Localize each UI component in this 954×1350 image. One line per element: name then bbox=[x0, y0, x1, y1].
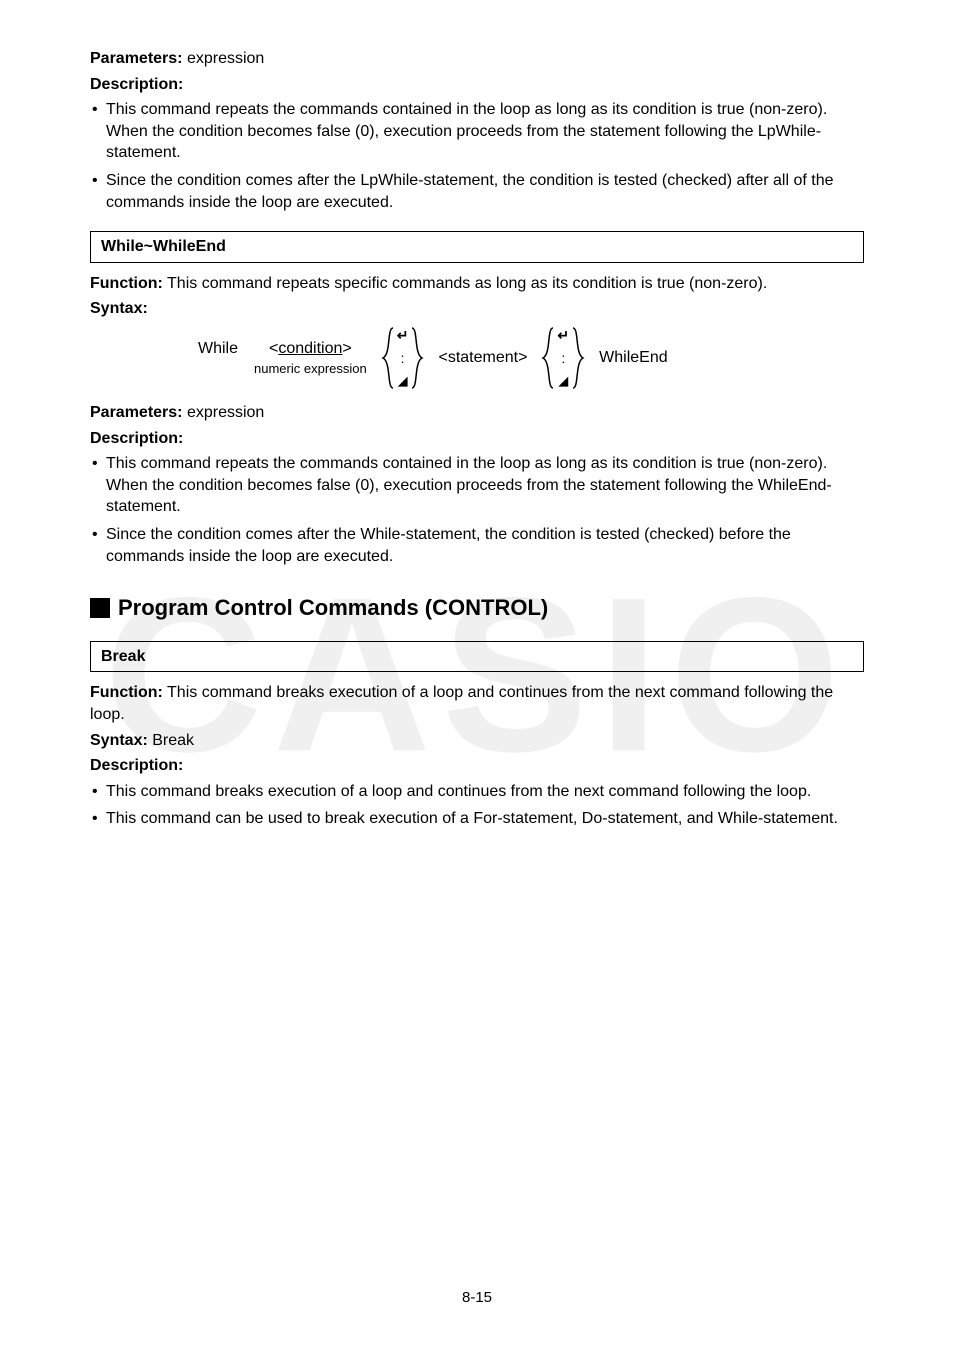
params-value: expression bbox=[183, 50, 265, 67]
left-brace-icon bbox=[381, 326, 395, 390]
page-content: Parameters: expression Description: • Th… bbox=[90, 48, 864, 830]
brace-options: ↵ : ◢ bbox=[395, 328, 411, 388]
bullet-item: • Since the condition comes after the Wh… bbox=[90, 524, 864, 567]
bullet-text: This command can be used to break execut… bbox=[106, 808, 864, 830]
bullet-item: • This command repeats the commands cont… bbox=[90, 453, 864, 518]
params-line: Parameters: expression bbox=[90, 48, 864, 70]
bullet-text: This command repeats the commands contai… bbox=[106, 453, 864, 518]
colon-icon: : bbox=[401, 351, 405, 366]
params-value: expression bbox=[183, 404, 265, 421]
section-heading: Program Control Commands (CONTROL) bbox=[90, 593, 864, 623]
right-brace-icon bbox=[571, 326, 585, 390]
description-label: Description: bbox=[90, 755, 864, 777]
bullet-dot: • bbox=[92, 170, 106, 213]
syntax-statement: <statement> bbox=[438, 347, 527, 369]
syntax-condition: <condition> numeric expression bbox=[254, 338, 367, 377]
command-box-title: Break bbox=[90, 641, 864, 673]
syntax-label: Syntax: bbox=[90, 298, 864, 320]
enter-icon: ↵ bbox=[557, 328, 569, 343]
numeric-expression-label: numeric expression bbox=[254, 360, 367, 378]
bullet-dot: • bbox=[92, 781, 106, 803]
syntax-whileend: WhileEnd bbox=[599, 347, 667, 369]
brace-group: ↵ : ◢ bbox=[381, 326, 425, 390]
syntax-label: Syntax: bbox=[90, 732, 148, 749]
while-keyword: While bbox=[198, 338, 238, 360]
params-label: Parameters: bbox=[90, 50, 183, 67]
bullet-dot: • bbox=[92, 453, 106, 518]
triangle-icon: ◢ bbox=[398, 374, 408, 388]
function-line: Function: This command breaks execution … bbox=[90, 682, 864, 725]
syntax-diagram: While <condition> numeric expression ↵ :… bbox=[90, 326, 864, 390]
heading-text: Program Control Commands (CONTROL) bbox=[118, 593, 548, 623]
bullet-item: • Since the condition comes after the Lp… bbox=[90, 170, 864, 213]
command-box-title: While~WhileEnd bbox=[90, 231, 864, 263]
brace-group: ↵ : ◢ bbox=[541, 326, 585, 390]
bullet-item: • This command breaks execution of a loo… bbox=[90, 781, 864, 803]
bullet-dot: • bbox=[92, 808, 106, 830]
bullet-text: This command breaks execution of a loop … bbox=[106, 781, 864, 803]
square-icon bbox=[90, 598, 110, 618]
syntax-value: Break bbox=[148, 732, 194, 749]
condition-text: <condition> bbox=[269, 338, 352, 360]
bullet-text: Since the condition comes after the Whil… bbox=[106, 524, 864, 567]
right-brace-icon bbox=[410, 326, 424, 390]
function-text: This command repeats specific commands a… bbox=[163, 275, 767, 292]
brace-options: ↵ : ◢ bbox=[555, 328, 571, 388]
left-brace-icon bbox=[541, 326, 555, 390]
bullet-text: This command repeats the commands contai… bbox=[106, 99, 864, 164]
params-label: Parameters: bbox=[90, 404, 183, 421]
bullet-dot: • bbox=[92, 524, 106, 567]
colon-icon: : bbox=[561, 351, 565, 366]
statement-text: <statement> bbox=[438, 347, 527, 369]
enter-icon: ↵ bbox=[397, 328, 409, 343]
description-label: Description: bbox=[90, 74, 864, 96]
whileend-keyword: WhileEnd bbox=[599, 347, 667, 369]
bullet-text: Since the condition comes after the LpWh… bbox=[106, 170, 864, 213]
bullet-item: • This command can be used to break exec… bbox=[90, 808, 864, 830]
function-label: Function: bbox=[90, 684, 163, 701]
function-line: Function: This command repeats specific … bbox=[90, 273, 864, 295]
bullet-item: • This command repeats the commands cont… bbox=[90, 99, 864, 164]
function-text: This command breaks execution of a loop … bbox=[90, 684, 833, 723]
bullet-dot: • bbox=[92, 99, 106, 164]
params-line: Parameters: expression bbox=[90, 402, 864, 424]
function-label: Function: bbox=[90, 275, 163, 292]
syntax-line: Syntax: Break bbox=[90, 730, 864, 752]
description-label: Description: bbox=[90, 428, 864, 450]
page-number: 8-15 bbox=[0, 1288, 954, 1308]
triangle-icon: ◢ bbox=[558, 374, 568, 388]
syntax-while: While bbox=[198, 338, 238, 377]
